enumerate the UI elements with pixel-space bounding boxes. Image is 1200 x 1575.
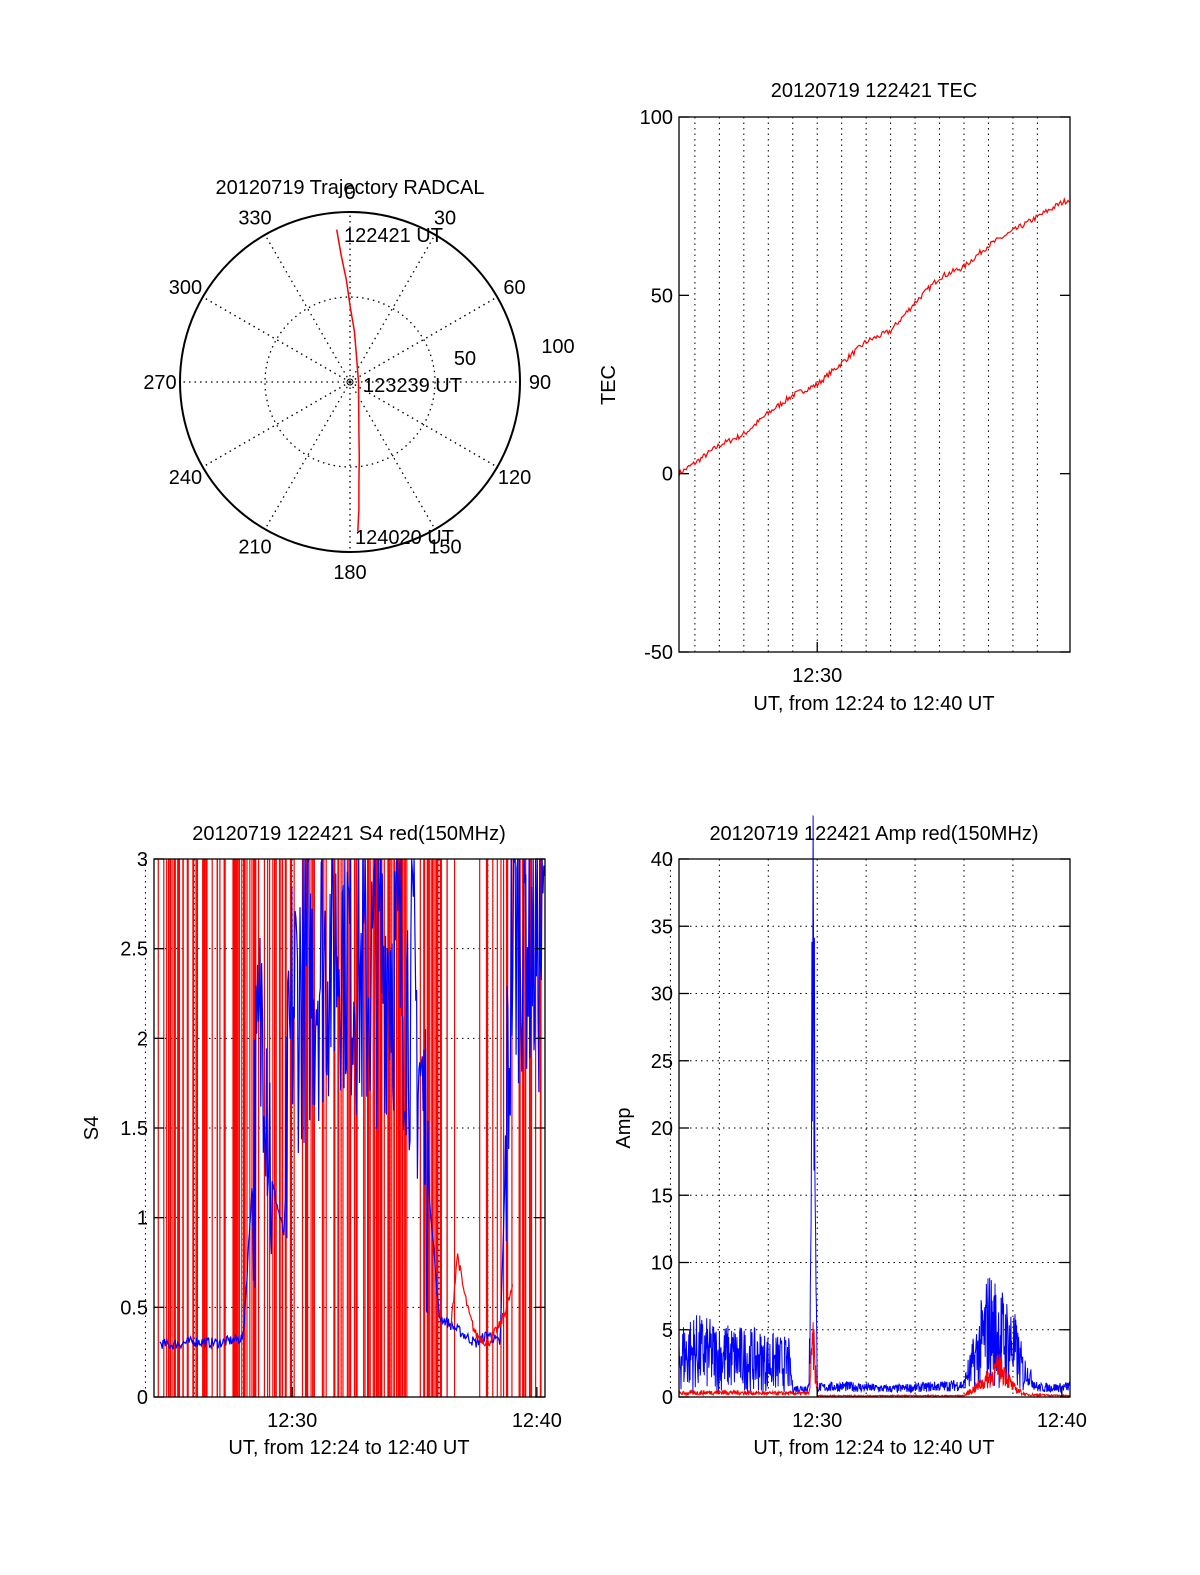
amp-line-blue <box>678 815 1071 1395</box>
amp-y-ticks: 0 5 10 15 20 25 30 35 40 <box>651 849 1070 1409</box>
s4-y-tick-label: 3 <box>137 849 148 871</box>
trajectory-time-label: 123239 UT <box>363 375 462 397</box>
polar-angle-label: 180 <box>333 562 366 584</box>
amp-y-tick-label: 30 <box>651 984 673 1006</box>
polar-angle-labels: 0 30 60 90 120 150 180 210 240 270 300 330 <box>143 182 551 584</box>
s4-y-tick-label: 1 <box>137 1208 148 1230</box>
polar-radius-label: 50 <box>454 348 476 370</box>
polar-angle-label: 210 <box>238 537 271 559</box>
amp-y-tick-label: 5 <box>662 1320 673 1342</box>
polar-angle-label: 300 <box>169 277 202 299</box>
polar-spoke <box>202 381 351 468</box>
amp-y-tick-label: 15 <box>651 1185 673 1207</box>
s4-y-axis-label: S4 <box>81 1116 103 1140</box>
amp-x-ticks: 12:30 12:40 <box>792 1387 1087 1432</box>
tec-y-ticks: -50 0 50 100 <box>640 107 1070 664</box>
trajectory-line <box>335 229 361 532</box>
s4-y-tick-label: 0 <box>137 1387 148 1409</box>
s4-y-tick-label: 1.5 <box>120 1118 148 1140</box>
amp-plot-frame <box>678 858 1071 1398</box>
polar-radius-label: 100 <box>541 336 574 358</box>
polar-center-marker <box>346 378 354 386</box>
trajectory-annotations: 122421 UT 123239 UT 124020 UT <box>344 225 462 549</box>
polar-spoke <box>349 296 498 383</box>
s4-x-tick-label: 12:30 <box>267 1410 317 1432</box>
trajectory-time-label: 122421 UT <box>344 225 443 247</box>
amp-grid <box>669 858 1070 1398</box>
trajectory-time-label: 124020 UT <box>355 527 454 549</box>
polar-outer-circle <box>179 211 521 553</box>
tec-x-axis-label: UT, from 12:24 to 12:40 UT <box>753 693 994 715</box>
trajectory-chart-title: 20120719 Trajectory RADCAL <box>215 177 484 199</box>
tec-plot-frame <box>678 116 1071 653</box>
s4-chart-title: 20120719 122421 S4 red(150MHz) <box>192 823 506 845</box>
polar-angle-label: 150 <box>428 537 461 559</box>
tec-chart-title: 20120719 122421 TEC <box>771 80 977 102</box>
tec-line <box>678 196 1070 477</box>
s4-x-tick-label: 12:40 <box>512 1410 562 1432</box>
polar-spoke <box>349 381 436 530</box>
s4-x-ticks: 12:30 12:40 <box>267 1387 562 1432</box>
amp-y-tick-label: 40 <box>651 849 673 871</box>
tec-y-tick-label: 100 <box>640 107 673 129</box>
polar-angle-label: 90 <box>529 372 551 394</box>
polar-angle-label: 330 <box>238 207 271 229</box>
polar-inner-circle <box>264 296 436 468</box>
amp-chart-title: 20120719 122421 Amp red(150MHz) <box>709 823 1038 845</box>
polar-spoke <box>349 234 436 383</box>
s4-y-ticks: 0 0.5 1 1.5 2 2.5 3 <box>120 849 545 1409</box>
tec-x-tick-label: 12:30 <box>792 665 842 687</box>
amp-series <box>678 815 1071 1399</box>
s4-y-tick-label: 2.5 <box>120 939 148 961</box>
tec-y-tick-label: 0 <box>662 464 673 486</box>
tec-x-ticks: 12:30 <box>792 642 842 687</box>
polar-angle-label: 270 <box>143 372 176 394</box>
trajectory-path <box>335 229 361 532</box>
tec-y-tick-label: -50 <box>644 642 673 664</box>
polar-spoke <box>264 234 351 383</box>
amp-y-tick-label: 20 <box>651 1118 673 1140</box>
amp-line-red <box>678 1322 1071 1399</box>
polar-radius-labels: 50 100 <box>454 336 575 370</box>
amp-x-axis-label: UT, from 12:24 to 12:40 UT <box>753 1437 994 1459</box>
tec-y-axis-label: TEC <box>598 365 620 405</box>
amp-y-tick-label: 10 <box>651 1253 673 1275</box>
polar-angle-label: 240 <box>169 467 202 489</box>
polar-grid <box>179 211 521 553</box>
amp-x-tick-label: 12:30 <box>792 1410 842 1432</box>
tec-series <box>678 196 1070 477</box>
polar-spoke <box>202 296 351 383</box>
s4-chart: 20120719 122421 S4 red(150MHz) 0 0.5 1 1.5 2… <box>81 823 562 1459</box>
s4-y-tick-label: 2 <box>137 1028 148 1050</box>
amp-y-tick-label: 0 <box>662 1387 673 1409</box>
polar-angle-label: 30 <box>434 207 456 229</box>
amp-y-tick-label: 25 <box>651 1051 673 1073</box>
s4-y-tick-label: 0.5 <box>120 1297 148 1319</box>
trajectory-polar-chart: 20120719 Trajectory RADCAL 0 30 60 90 120 150… <box>143 177 574 584</box>
s4-line-red <box>450 1253 513 1347</box>
polar-angle-label: 120 <box>498 467 531 489</box>
tec-y-tick-label: 50 <box>651 285 673 307</box>
amp-y-axis-label: Amp <box>613 1107 635 1148</box>
polar-angle-label: 0 <box>344 182 355 204</box>
polar-spoke <box>349 381 498 468</box>
s4-x-axis-label: UT, from 12:24 to 12:40 UT <box>228 1437 469 1459</box>
polar-spoke <box>264 381 351 530</box>
amp-x-tick-label: 12:40 <box>1037 1410 1087 1432</box>
polar-angle-label: 60 <box>503 277 525 299</box>
amp-y-tick-label: 35 <box>651 916 673 938</box>
amp-chart: 20120719 122421 Amp red(150MHz) 0 5 10 15 20… <box>613 815 1087 1459</box>
s4-series <box>159 858 546 1351</box>
tec-grid <box>694 117 1038 652</box>
